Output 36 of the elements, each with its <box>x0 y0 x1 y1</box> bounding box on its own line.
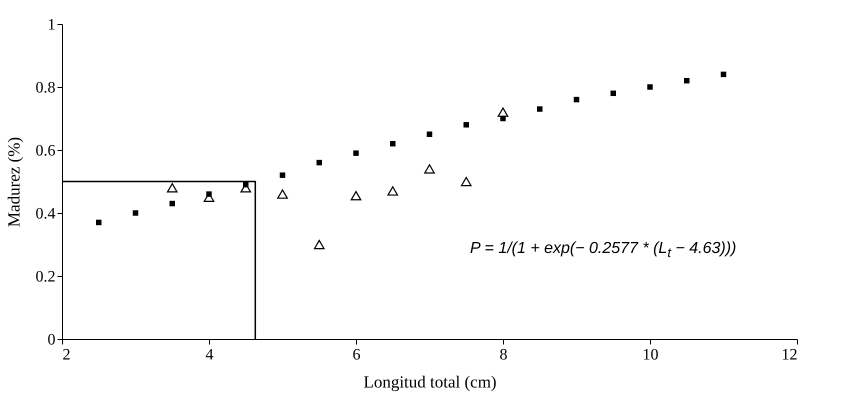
point <box>170 200 175 206</box>
point <box>390 140 396 146</box>
point <box>426 132 432 137</box>
point <box>314 240 325 250</box>
x-tick-label: 6 <box>352 346 360 364</box>
point <box>96 220 102 226</box>
x-tick-label: 10 <box>642 346 658 364</box>
point <box>387 186 398 196</box>
point <box>720 72 726 78</box>
x-tick-label: 12 <box>782 346 798 364</box>
point <box>498 107 508 117</box>
y-tick-label: 0.4 <box>36 206 56 222</box>
point <box>277 189 288 199</box>
point <box>574 96 580 102</box>
point <box>464 122 469 128</box>
point <box>316 160 322 166</box>
point <box>280 172 286 178</box>
y-tick-label: 1 <box>48 16 56 34</box>
point <box>353 150 359 156</box>
x-tick-label: 4 <box>206 346 214 364</box>
x-tick-label: 2 <box>62 346 70 364</box>
point <box>166 183 178 193</box>
point <box>424 164 435 174</box>
x-tick-label: 8 <box>500 346 508 364</box>
point <box>537 106 542 112</box>
y-axis-title: Madurez (%) <box>4 136 24 228</box>
point <box>684 78 690 84</box>
point <box>350 190 362 200</box>
x-axis-title: Longitud total (cm) <box>363 372 497 392</box>
y-tick-label: 0.2 <box>36 268 56 286</box>
y-tick-label: 0.6 <box>36 142 56 160</box>
y-tick-label: 0 <box>48 332 56 348</box>
annotation: P = 1/(1 + exp(− 0.2577 * (L$_{t}$ − 4.63))) <box>470 240 736 260</box>
point <box>460 176 472 186</box>
point <box>610 90 616 96</box>
y-tick-label: 0.8 <box>36 80 56 96</box>
